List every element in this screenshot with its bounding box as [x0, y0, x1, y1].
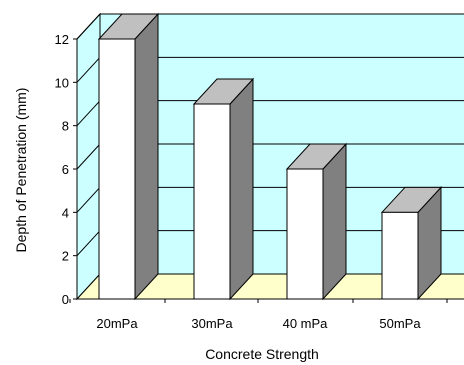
bar-2: [192, 77, 255, 301]
x-category-label: 30mPa: [191, 316, 233, 331]
y-axis-title: Depth of Penetration (mm): [13, 88, 29, 253]
gridline-side: [76, 143, 101, 170]
bar-1: [97, 12, 160, 301]
bar-front: [98, 38, 136, 300]
gridline-side: [76, 13, 101, 40]
gridline-side: [76, 100, 101, 127]
x-category-label: 20mPa: [96, 316, 138, 331]
y-tick-label: 2: [62, 249, 69, 264]
gridline-side: [76, 56, 101, 83]
x-category-label: 50mPa: [379, 316, 421, 331]
bars: [97, 12, 443, 301]
bar-4: [380, 186, 443, 301]
bar-side: [134, 12, 159, 301]
gridline-side: [76, 230, 101, 257]
y-tick-labels: 0 2 4 6 8 10 12: [55, 32, 69, 307]
y-tick-label: 12: [55, 32, 69, 47]
bar-front: [286, 168, 324, 300]
x-axis-title: Concrete Strength: [205, 346, 319, 362]
bar-front: [193, 103, 231, 300]
bar-3: [285, 142, 348, 301]
x-category-labels: 20mPa 30mPa 40 mPa 50mPa: [96, 316, 421, 331]
bar-side: [322, 142, 347, 301]
y-tick-label: 0: [62, 292, 69, 307]
y-tick-label: 6: [62, 162, 69, 177]
bar-side: [229, 77, 254, 301]
y-tick-label: 10: [55, 75, 69, 90]
y-tick-label: 8: [62, 119, 69, 134]
y-tick-label: 4: [62, 205, 69, 220]
bar-front: [381, 211, 419, 300]
gridline-side: [76, 186, 101, 213]
x-category-label: 40 mPa: [283, 316, 329, 331]
